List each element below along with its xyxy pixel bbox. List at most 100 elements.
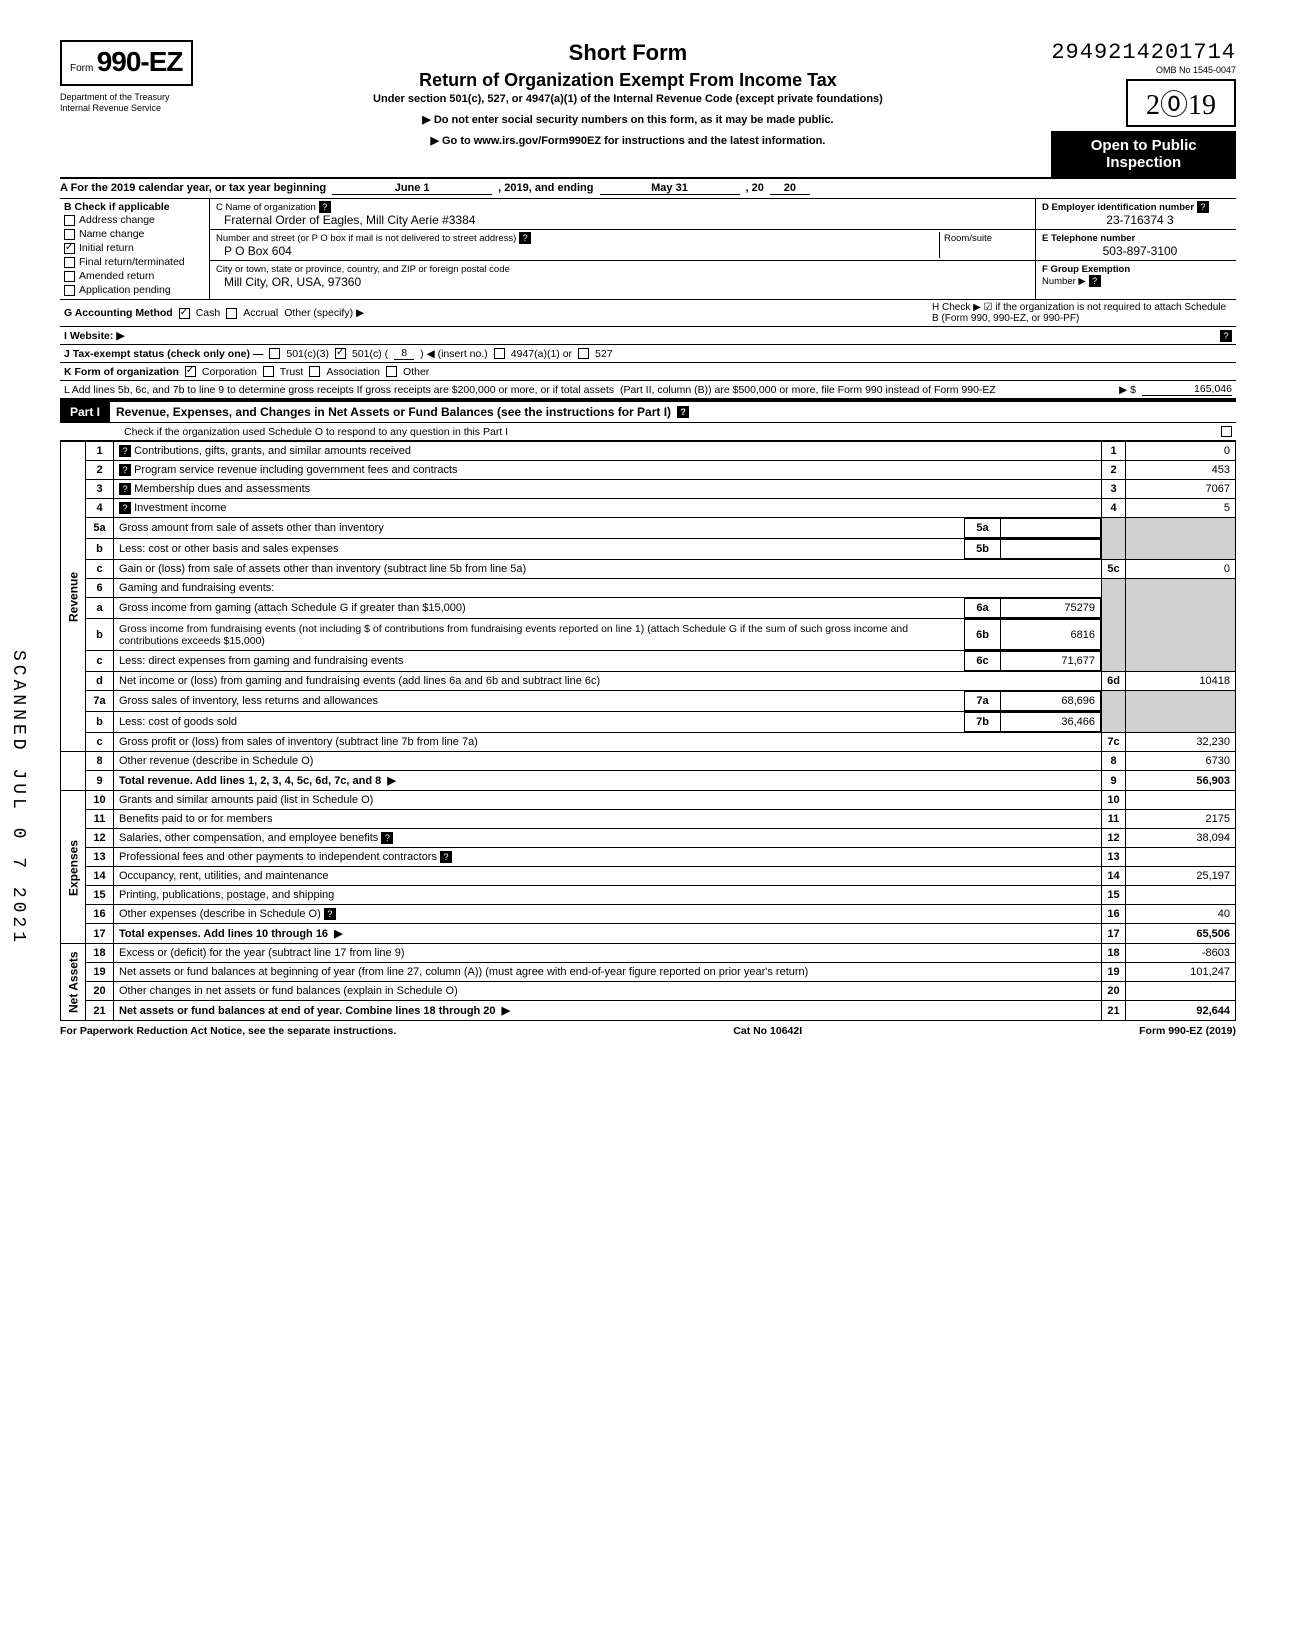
chk-name-change[interactable] [64,229,75,240]
footer: For Paperwork Reduction Act Notice, see … [60,1021,1236,1037]
line10-amount[interactable] [1126,791,1236,810]
line6b-text: Gross income from fundraising events (no… [114,620,965,650]
line7a-amount[interactable]: 68,696 [1001,692,1101,711]
chk-application-pending[interactable] [64,285,75,296]
line12-text: Salaries, other compensation, and employ… [114,829,1102,848]
form-header: Form 990-EZ Department of the Treasury I… [60,40,1236,177]
line8-text: Other revenue (describe in Schedule O) [114,752,1102,771]
line13-amount[interactable] [1126,848,1236,867]
G-label: G Accounting Method [64,307,173,319]
line3-amount[interactable]: 7067 [1126,480,1236,499]
line6c-text: Less: direct expenses from gaming and fu… [114,652,965,671]
org-address[interactable]: P O Box 604 [216,244,292,258]
tax-year-begin[interactable]: June 1 [332,182,492,195]
line12-amount[interactable]: 38,094 [1126,829,1236,848]
line6b-amount[interactable]: 6816 [1001,620,1101,650]
line15-amount[interactable] [1126,886,1236,905]
line13-text: Professional fees and other payments to … [114,848,1102,867]
line18-amount[interactable]: -8603 [1126,944,1236,963]
tax-year-end-yy[interactable]: 20 [770,182,810,195]
line8-amount[interactable]: 6730 [1126,752,1236,771]
C-label: C Name of organization [216,202,316,213]
501c-number[interactable]: 8 [394,347,414,360]
F-label: F Group Exemption [1042,264,1130,275]
line6a-amount[interactable]: 75279 [1001,599,1101,618]
line4-amount[interactable]: 5 [1126,499,1236,518]
org-city[interactable]: Mill City, OR, USA, 97360 [216,275,361,289]
chk-501c3[interactable] [269,348,280,359]
line11-amount[interactable]: 2175 [1126,810,1236,829]
chk-final-return[interactable] [64,257,75,268]
ein[interactable]: 23-716374 3 [1042,213,1230,227]
tax-year-end[interactable]: May 31 [600,182,740,195]
line6a-text: Gross income from gaming (attach Schedul… [114,599,965,618]
line3-text: ? Membership dues and assessments [114,480,1102,499]
col-C: C Name of organization ? Fraternal Order… [210,199,1036,299]
E-label: E Telephone number [1042,233,1135,244]
line5c-amount[interactable]: 0 [1126,560,1236,579]
section-BCDEF: B Check if applicable Address change Nam… [60,199,1236,300]
line20-amount[interactable] [1126,982,1236,1001]
F-label2: Number ▶ [1042,276,1086,287]
help-icon[interactable]: ? [319,201,331,213]
line5a-amount[interactable] [1001,519,1101,538]
line2-amount[interactable]: 453 [1126,461,1236,480]
open-public: Open to Public Inspection [1051,131,1236,177]
chk-amended-return[interactable] [64,271,75,282]
line21-amount[interactable]: 92,644 [1126,1001,1236,1021]
chk-initial-return[interactable] [64,243,75,254]
chk-other-org[interactable] [386,366,397,377]
line19-amount[interactable]: 101,247 [1126,963,1236,982]
help-icon[interactable]: ? [1220,330,1232,342]
line9-amount[interactable]: 56,903 [1126,771,1236,791]
L-text2: (Part II, column (B)) are $500,000 or mo… [620,384,996,396]
row-I: I Website: ▶ ? [60,327,1236,345]
chk-cash[interactable] [179,308,190,319]
footer-left: For Paperwork Reduction Act Notice, see … [60,1025,396,1037]
tax-year: 2⓪201919 [1126,79,1236,127]
line6d-amount[interactable]: 10418 [1126,672,1236,691]
help-icon[interactable]: ? [519,232,531,244]
chk-accrual[interactable] [226,308,237,319]
line9-text: Total revenue. Add lines 1, 2, 3, 4, 5c,… [114,771,1102,791]
chk-address-change[interactable] [64,215,75,226]
line15-text: Printing, publications, postage, and shi… [114,886,1102,905]
chk-association[interactable] [309,366,320,377]
arrow-ssn: ▶ Do not enter social security numbers o… [205,113,1052,126]
chk-trust[interactable] [263,366,274,377]
side-netassets: Net Assets [61,944,86,1021]
help-icon[interactable]: ? [1197,201,1209,213]
part1-checkline: Check if the organization used Schedule … [60,423,1236,441]
part1-header-row: Part I Revenue, Expenses, and Changes in… [60,400,1236,423]
line16-amount[interactable]: 40 [1126,905,1236,924]
line17-text: Total expenses. Add lines 10 through 16 … [114,924,1102,944]
line18-text: Excess or (deficit) for the year (subtra… [114,944,1102,963]
title-block: Short Form Return of Organization Exempt… [205,40,1052,147]
help-icon[interactable]: ? [1089,275,1101,287]
chk-527[interactable] [578,348,589,359]
L-text1: L Add lines 5b, 6c, and 7b to line 9 to … [64,384,614,396]
line5b-amount[interactable] [1001,540,1101,559]
line-A: A For the 2019 calendar year, or tax yea… [60,177,1236,199]
title-short: Short Form [205,40,1052,66]
line5b-text: Less: cost or other basis and sales expe… [114,540,965,559]
chk-corporation[interactable] [185,366,196,377]
line7c-amount[interactable]: 32,230 [1126,733,1236,752]
gross-receipts[interactable]: 165,046 [1142,383,1232,396]
line1-amount[interactable]: 0 [1126,442,1236,461]
chk-schedule-o[interactable] [1221,426,1232,437]
D-label: D Employer identification number [1042,202,1194,213]
help-icon[interactable]: ? [677,406,689,418]
tracking-number: 2949214201714 [1051,40,1236,65]
chk-4947a1[interactable] [494,348,505,359]
line6c-amount[interactable]: 71,677 [1001,652,1101,671]
line11-text: Benefits paid to or for members [114,810,1102,829]
form-number: 990-EZ [97,46,183,77]
line17-amount[interactable]: 65,506 [1126,924,1236,944]
line7b-amount[interactable]: 36,466 [1001,713,1101,732]
chk-501c[interactable] [335,348,346,359]
H-text: H Check ▶ ☑ if the organization is not r… [932,302,1232,324]
telephone[interactable]: 503-897-3100 [1042,244,1230,258]
org-name[interactable]: Fraternal Order of Eagles, Mill City Aer… [216,213,475,227]
line14-amount[interactable]: 25,197 [1126,867,1236,886]
